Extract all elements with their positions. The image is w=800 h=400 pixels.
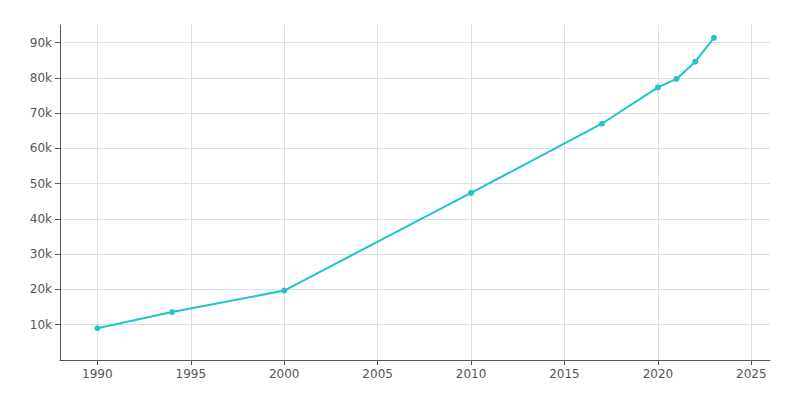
svg-text:40k: 40k [30, 212, 52, 226]
svg-text:2005: 2005 [362, 367, 393, 381]
svg-text:30k: 30k [30, 247, 52, 261]
svg-text:1990: 1990 [82, 367, 113, 381]
svg-text:10k: 10k [30, 318, 52, 332]
svg-text:90k: 90k [30, 36, 52, 50]
svg-text:2000: 2000 [269, 367, 300, 381]
svg-text:2015: 2015 [549, 367, 580, 381]
svg-text:1995: 1995 [176, 367, 207, 381]
svg-text:80k: 80k [30, 71, 52, 85]
svg-text:50k: 50k [30, 177, 52, 191]
svg-text:2020: 2020 [643, 367, 674, 381]
svg-text:2025: 2025 [736, 367, 767, 381]
svg-text:2010: 2010 [456, 367, 487, 381]
svg-text:60k: 60k [30, 141, 52, 155]
svg-text:20k: 20k [30, 282, 52, 296]
svg-text:70k: 70k [30, 106, 52, 120]
